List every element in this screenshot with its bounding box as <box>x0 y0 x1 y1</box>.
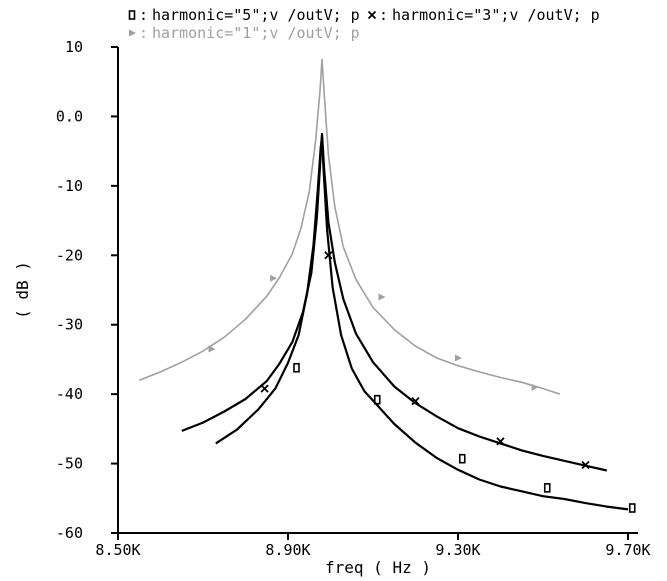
chart-markers <box>208 251 636 513</box>
y-tick-label: -30 <box>56 316 83 334</box>
chart-series <box>139 58 629 511</box>
triangle-marker <box>531 383 539 391</box>
x-tick-label: 9.30K <box>435 541 480 559</box>
legend-item: : harmonic="5";v /outV; p <box>128 6 360 24</box>
square-marker <box>543 483 551 493</box>
square-marker <box>628 503 636 513</box>
legend-label: harmonic="1";v /outV; p <box>152 24 360 42</box>
x-marker <box>496 437 505 446</box>
legend-colon: : <box>139 24 148 42</box>
triangle-marker <box>378 293 386 301</box>
y-tick-labels: 10 0.0 -10 -20 -30 -40 -50 -60 <box>56 38 118 542</box>
legend-label: harmonic="3";v /outV; p <box>392 6 600 24</box>
y-tick-label: -60 <box>56 524 83 542</box>
y-tick-label: -10 <box>56 177 83 195</box>
triangle-marker <box>129 29 136 37</box>
legend-colon: : <box>139 6 148 24</box>
series-line <box>139 58 561 395</box>
y-tick-label: -20 <box>56 246 83 264</box>
series-line <box>215 136 629 511</box>
y-tick-label: -40 <box>56 385 83 403</box>
y-tick-label: -50 <box>56 455 83 473</box>
triangle-marker <box>208 345 216 353</box>
legend-item: : harmonic="3";v /outV; p <box>367 6 600 24</box>
x-marker <box>324 251 333 260</box>
x-tick-label: 8.90K <box>265 541 310 559</box>
square-marker <box>373 394 381 405</box>
y-tick-label: 10 <box>65 38 83 56</box>
chart-legend: : harmonic="5";v /outV; p: harmonic="3";v … <box>128 6 600 42</box>
y-axis-title: ( dB ) <box>13 261 32 319</box>
x-marker <box>367 10 377 20</box>
square-marker <box>458 453 466 464</box>
legend-label: harmonic="5";v /outV; p <box>152 6 360 24</box>
x-marker <box>411 396 420 406</box>
x-tick-labels: 8.50K 8.90K 9.30K 9.70K <box>95 533 651 559</box>
series-line <box>181 132 608 472</box>
x-axis-title: freq ( Hz ) <box>325 558 431 577</box>
x-marker <box>260 384 269 393</box>
chart-axes <box>117 47 638 534</box>
triangle-marker <box>455 354 462 362</box>
x-marker <box>581 460 590 470</box>
legend-item: : harmonic="1";v /outV; p <box>129 24 360 42</box>
square-marker <box>128 10 136 20</box>
x-tick-label: 9.70K <box>605 541 650 559</box>
square-marker <box>293 362 300 373</box>
x-tick-label: 8.50K <box>95 541 140 559</box>
triangle-marker <box>270 274 278 282</box>
y-tick-label: 0.0 <box>56 107 83 125</box>
legend-colon: : <box>379 6 388 24</box>
